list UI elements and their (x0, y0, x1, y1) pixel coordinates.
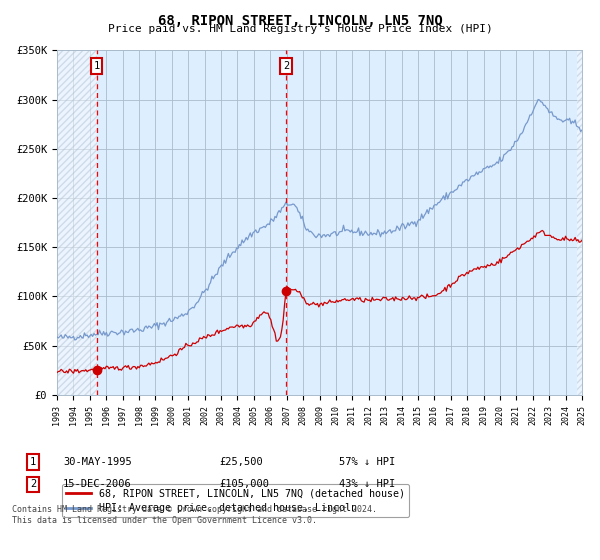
Text: 30-MAY-1995: 30-MAY-1995 (63, 457, 132, 467)
Bar (577, 50, 582, 395)
Text: 68, RIPON STREET, LINCOLN, LN5 7NQ: 68, RIPON STREET, LINCOLN, LN5 7NQ (158, 14, 442, 28)
Bar (57, 50, 97, 395)
Text: Price paid vs. HM Land Registry's House Price Index (HPI): Price paid vs. HM Land Registry's House … (107, 24, 493, 34)
Text: 2: 2 (283, 61, 289, 71)
Text: 1: 1 (30, 457, 36, 467)
Text: 15-DEC-2006: 15-DEC-2006 (63, 479, 132, 489)
Legend: 68, RIPON STREET, LINCOLN, LN5 7NQ (detached house), HPI: Average price, detache: 68, RIPON STREET, LINCOLN, LN5 7NQ (deta… (62, 484, 409, 517)
Text: 43% ↓ HPI: 43% ↓ HPI (339, 479, 395, 489)
Text: 2: 2 (30, 479, 36, 489)
Text: Contains HM Land Registry data © Crown copyright and database right 2024.
This d: Contains HM Land Registry data © Crown c… (12, 505, 377, 525)
Text: 1: 1 (94, 61, 100, 71)
Text: 57% ↓ HPI: 57% ↓ HPI (339, 457, 395, 467)
Text: £105,000: £105,000 (219, 479, 269, 489)
Text: £25,500: £25,500 (219, 457, 263, 467)
